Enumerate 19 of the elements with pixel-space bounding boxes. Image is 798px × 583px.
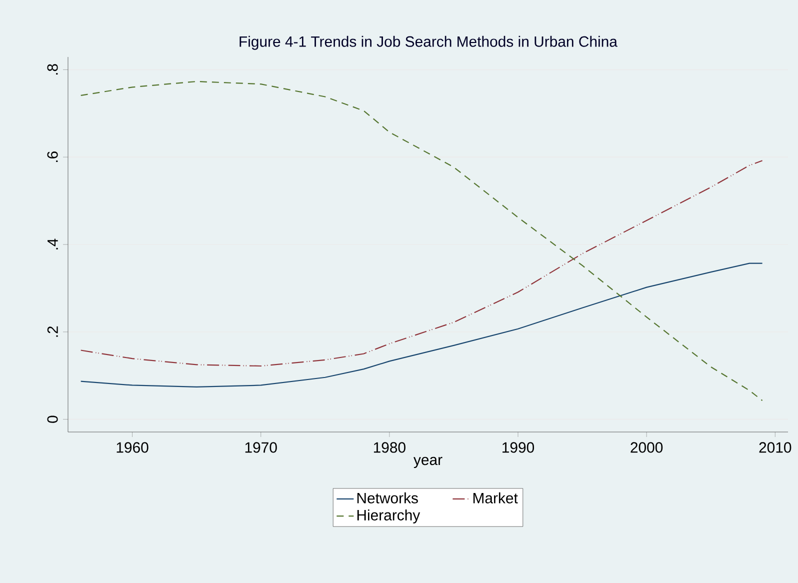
y-tick-label: .4: [48, 238, 58, 250]
line-series: [80, 80, 763, 402]
line-series: [80, 160, 763, 367]
legend-label: Hierarchy: [357, 509, 420, 524]
x-tick-label: 1990: [502, 442, 534, 453]
y-tick-label: 0: [47, 416, 58, 423]
y-tick-label: .8: [47, 64, 58, 75]
y-tick-label: .2: [47, 326, 58, 337]
x-tick-label: 1980: [374, 442, 406, 453]
x-tick-label: 2010: [759, 442, 792, 453]
chart-title: Figure 4-1 Trends in Job Search Methods in Urban China: [240, 36, 618, 50]
legend-label: Networks: [357, 492, 418, 504]
line-series: [80, 262, 763, 388]
x-tick-label: 2000: [630, 442, 663, 453]
legend-label: Market: [473, 492, 518, 504]
x-tick-label: 1970: [245, 442, 277, 453]
y-tick-label: .6: [47, 152, 58, 162]
x-axis-title: year: [414, 456, 442, 468]
x-tick-label: 1960: [116, 442, 148, 453]
